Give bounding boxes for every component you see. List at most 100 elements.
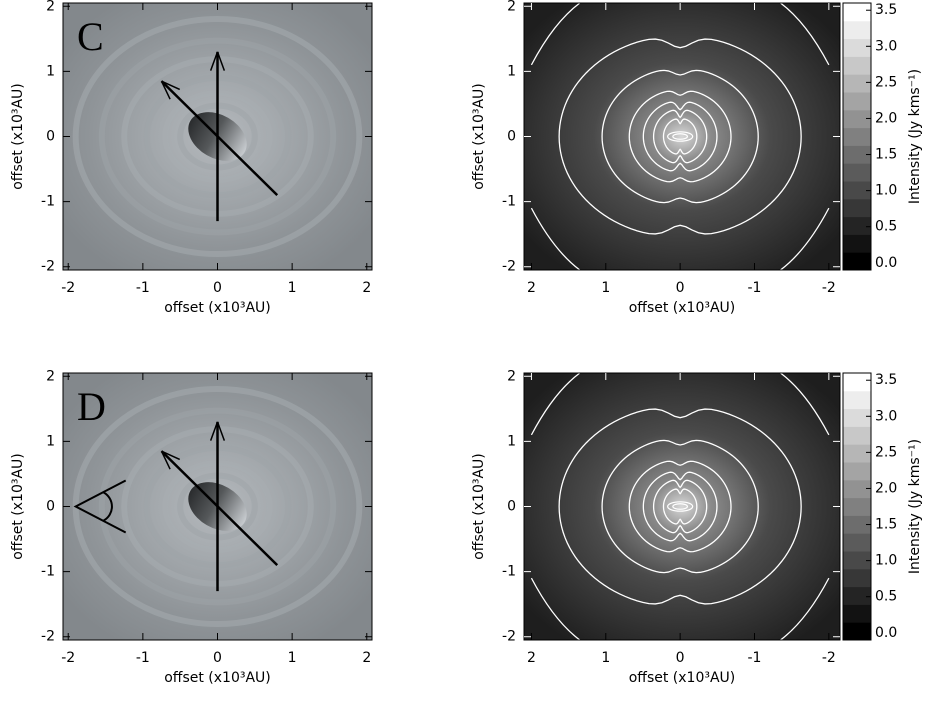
y-tick-label: 2 <box>46 368 55 384</box>
contour <box>667 131 694 142</box>
panel-label: C <box>77 14 104 59</box>
eye <box>73 479 127 534</box>
arrow-head <box>216 51 226 71</box>
y-tick-label: -2 <box>502 629 516 645</box>
colorbar-label: Intensity (Jy kms⁻¹) <box>907 69 923 204</box>
plot-background <box>524 373 840 640</box>
colorbar-tick-label: 3.0 <box>875 408 897 424</box>
colorbar-frame <box>842 372 872 641</box>
arrow-shaft <box>160 450 279 567</box>
x-tick-label: -2 <box>822 650 836 666</box>
x-tick-label: 1 <box>601 280 610 296</box>
colorbar-tick-label: 1.0 <box>875 553 897 569</box>
panel: 0.0 0.5 1.0 1.5 2.0 2.5 3.0 3.5 Intensity (Jy km… <box>471 0 923 316</box>
contour <box>667 501 694 512</box>
arrow-head <box>161 80 181 91</box>
colorbar-tick-label: 1.0 <box>875 183 897 199</box>
y-tick-label: 1 <box>46 63 55 79</box>
y-tick-label: 0 <box>507 499 516 515</box>
plot-background <box>524 3 840 270</box>
x-tick-label: 2 <box>527 650 536 666</box>
y-tick-label: -1 <box>502 194 516 210</box>
y-tick-label: 1 <box>507 63 516 79</box>
arrow-head <box>161 450 181 461</box>
colorbar-step <box>843 373 871 392</box>
x-tick-label: 0 <box>676 650 685 666</box>
x-axis-label: offset (x10³AU) <box>164 300 271 316</box>
x-tick-label: 0 <box>213 650 222 666</box>
contour <box>558 38 802 235</box>
y-tick-label: -2 <box>41 259 55 275</box>
x-tick-label: -2 <box>61 650 75 666</box>
panel: C -2 -1 0 1 2 -2 -1 0 1 2 offset (x10³AU) offset (x1… <box>10 0 373 316</box>
contour <box>652 479 708 534</box>
contour <box>780 2 830 66</box>
contour <box>530 577 581 641</box>
colorbar-step <box>843 622 871 641</box>
colorbar-step <box>843 390 871 410</box>
x-tick-label: 1 <box>288 650 297 666</box>
contour <box>652 109 708 164</box>
contour <box>601 69 759 204</box>
y-tick-label: 0 <box>46 499 55 515</box>
colorbar-step <box>843 163 871 182</box>
x-tick-label: 0 <box>676 280 685 296</box>
x-tick-label: 2 <box>527 280 536 296</box>
x-axis-label: offset (x10³AU) <box>629 670 736 686</box>
arrow-head <box>160 80 171 100</box>
colorbar-tick-label: 3.5 <box>875 2 897 18</box>
arrow-head <box>216 421 226 441</box>
y-tick-label: 1 <box>46 433 55 449</box>
arrow-head <box>209 421 219 441</box>
contour <box>672 503 689 510</box>
colorbar-step <box>843 20 871 40</box>
contour <box>642 471 718 542</box>
x-tick-label: -1 <box>136 280 150 296</box>
colorbar-step <box>843 127 871 146</box>
y-tick-label: 2 <box>46 0 55 14</box>
contour <box>530 2 581 66</box>
y-axis-label: offset (x10³AU) <box>10 453 26 560</box>
colorbar-tick-label: 3.5 <box>875 372 897 388</box>
contour <box>662 488 698 525</box>
colorbar-step <box>843 444 871 463</box>
arrow-head <box>209 51 219 71</box>
x-tick-label: -2 <box>61 280 75 296</box>
y-tick-label: 0 <box>507 129 516 145</box>
colorbar-tick-label: 0.0 <box>875 255 897 271</box>
y-tick-label: -1 <box>502 564 516 580</box>
contour <box>530 372 581 436</box>
colorbar-step <box>843 408 871 427</box>
colorbar-step <box>843 145 871 164</box>
colorbar-step <box>843 462 871 481</box>
x-tick-label: 0 <box>213 280 222 296</box>
x-tick-label: -1 <box>748 650 762 666</box>
y-tick-label: -1 <box>41 564 55 580</box>
x-tick-label: -1 <box>748 280 762 296</box>
ring <box>98 407 337 606</box>
colorbar-step <box>843 198 871 218</box>
x-axis-label: offset (x10³AU) <box>164 670 271 686</box>
colorbar-step <box>843 479 871 499</box>
x-axis-label: offset (x10³AU) <box>629 300 736 316</box>
colorbar-step <box>843 515 871 534</box>
colorbar-step <box>843 551 871 570</box>
ring <box>98 37 337 236</box>
colorbar-tick-label: 1.5 <box>875 517 897 533</box>
x-tick-label: 2 <box>362 280 371 296</box>
colorbar-tick-label: 0.5 <box>875 589 897 605</box>
y-tick-label: -2 <box>502 259 516 275</box>
y-axis-label: offset (x10³AU) <box>471 83 487 190</box>
colorbar-step <box>843 568 871 588</box>
y-tick-label: 2 <box>507 0 516 14</box>
colorbar-tick-label: 2.0 <box>875 110 897 126</box>
y-tick-label: 2 <box>507 368 516 384</box>
panel: D -2 -1 0 1 2 -2 -1 0 1 2 offset (x10³AU) offset (x1… <box>10 368 373 686</box>
y-axis-label: offset (x10³AU) <box>10 83 26 190</box>
arrow-shaft <box>160 80 279 197</box>
colorbar-step <box>843 426 871 445</box>
contour <box>642 101 718 172</box>
colorbar-step <box>843 234 871 253</box>
colorbar-tick-label: 2.0 <box>875 480 897 496</box>
